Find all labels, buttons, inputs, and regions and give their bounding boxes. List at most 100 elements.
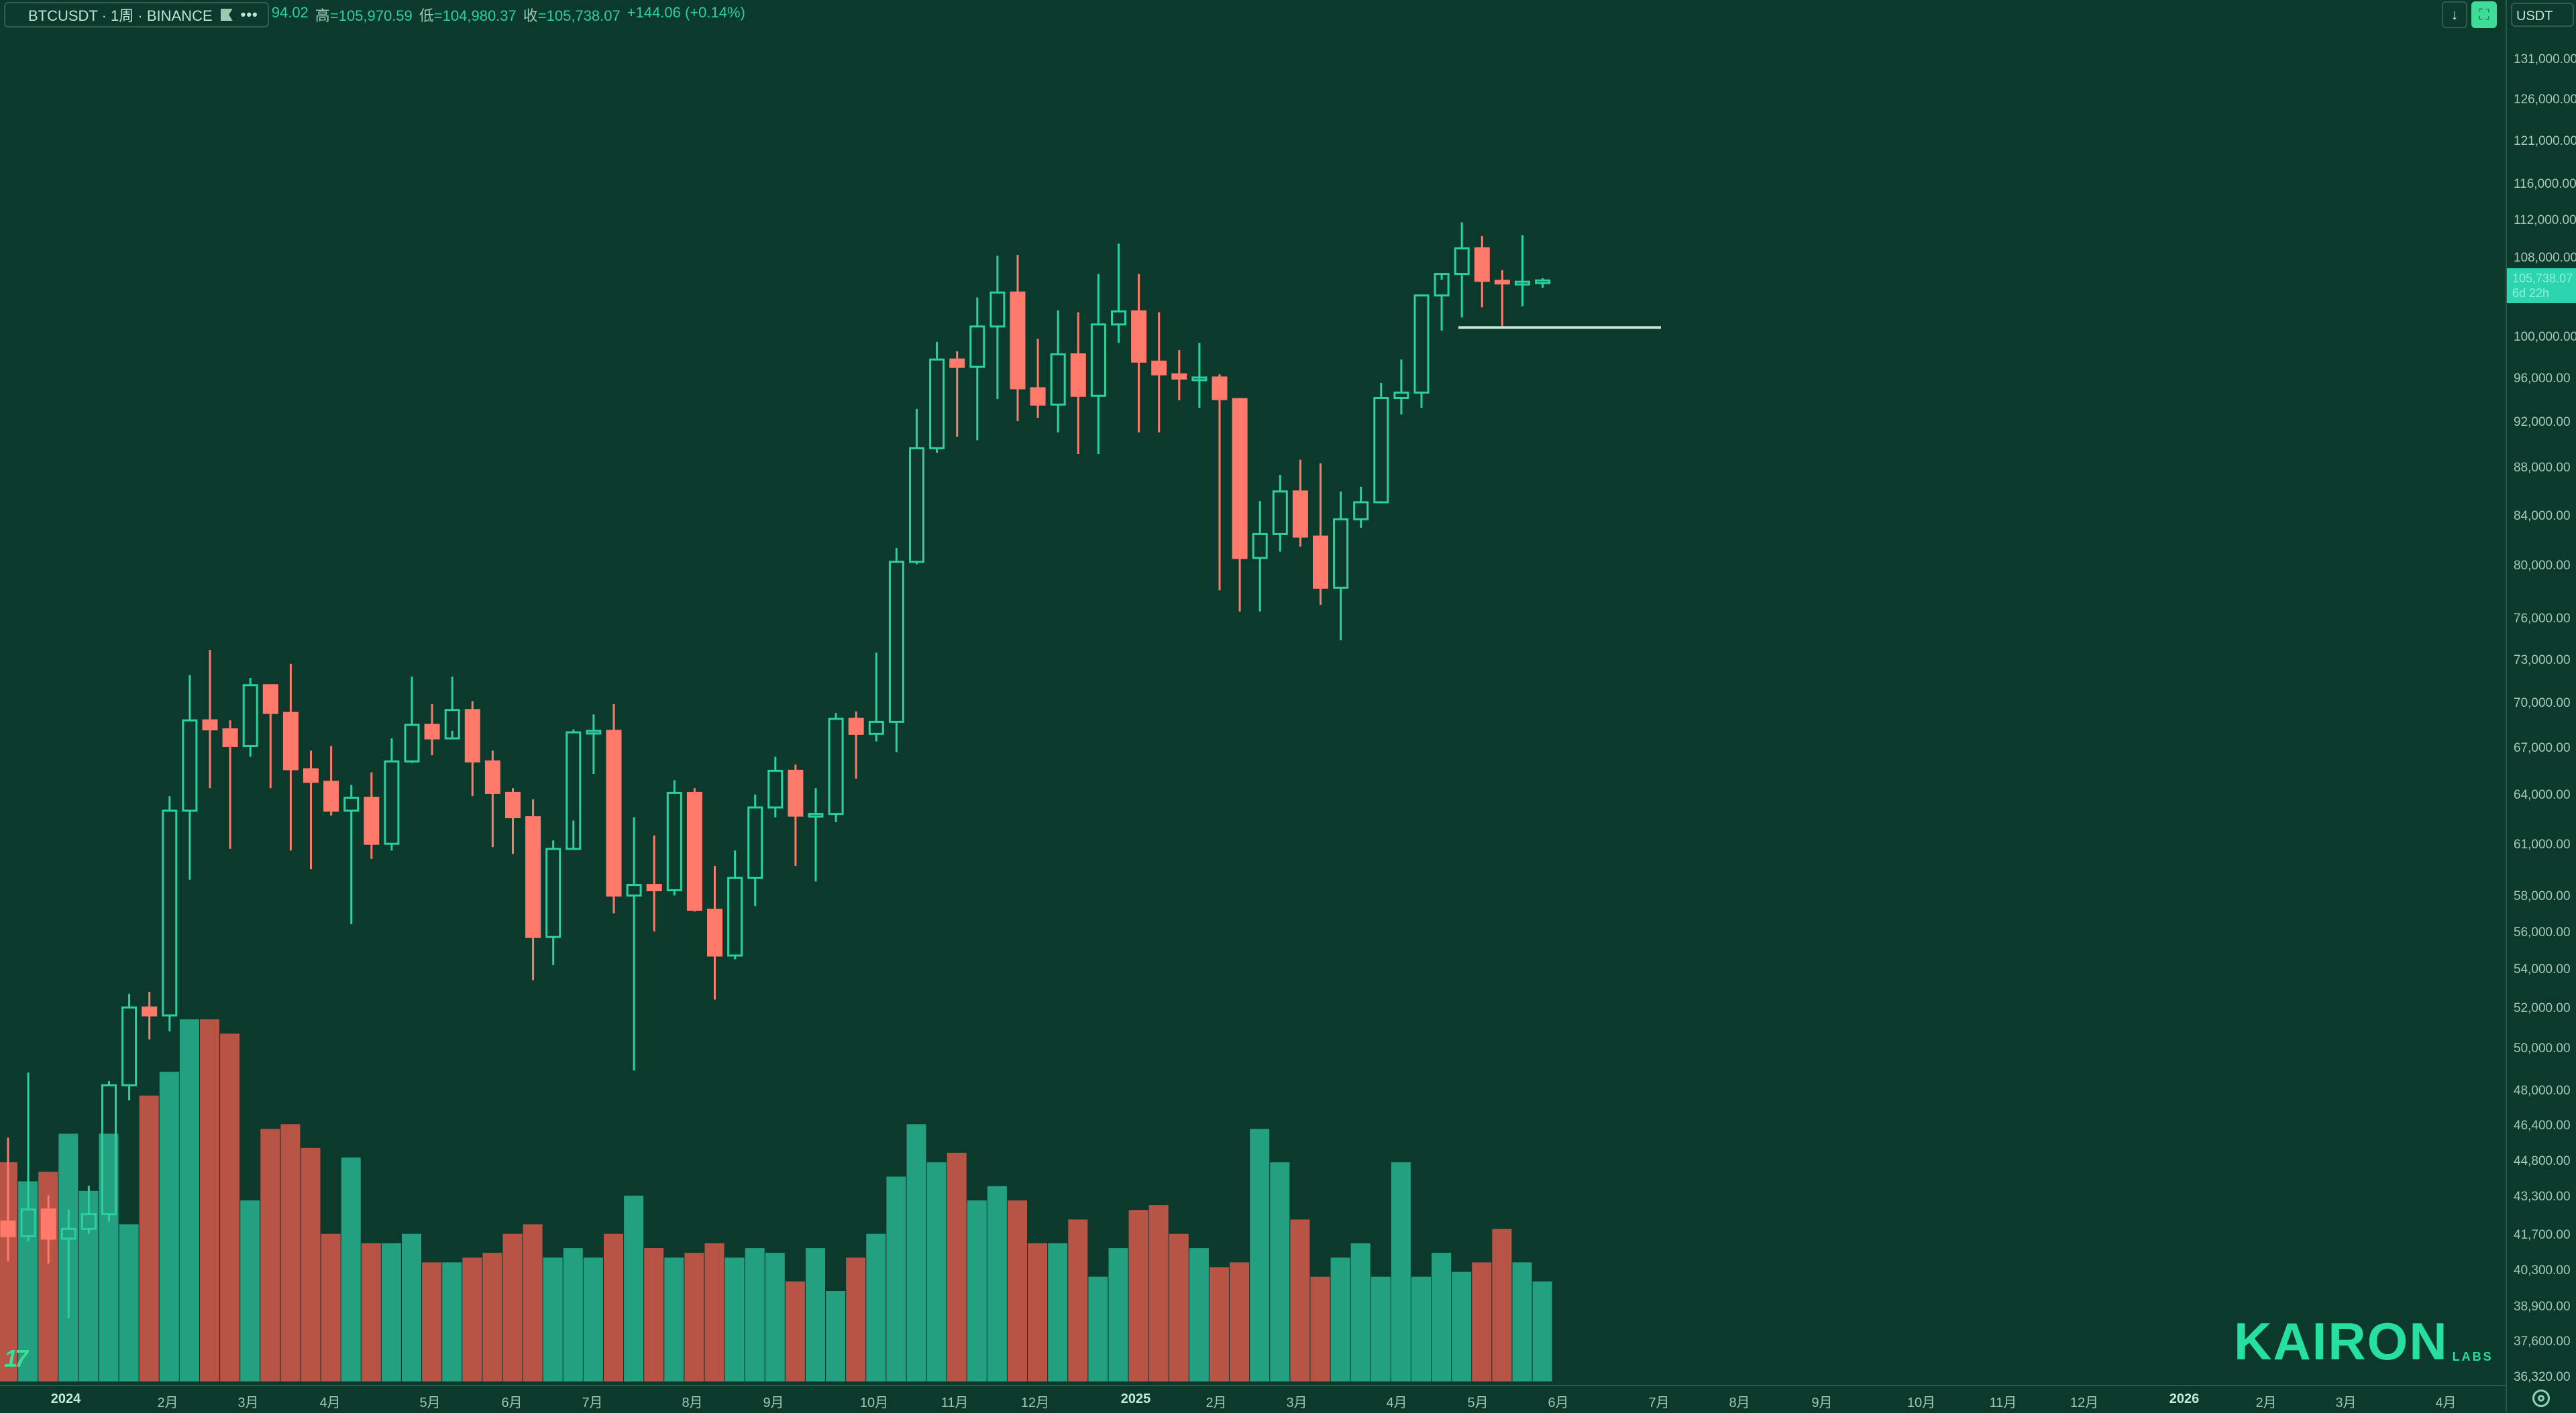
- candle: [1191, 343, 1208, 408]
- candle: [1292, 459, 1308, 547]
- candle: [566, 729, 582, 850]
- bar-countdown: 6d 22h: [2512, 286, 2550, 300]
- candle: [1494, 270, 1510, 328]
- volume-bar: [1532, 1281, 1552, 1381]
- price-tick: 67,000.00: [2514, 741, 2571, 755]
- candle: [586, 714, 602, 775]
- price-tick: 50,000.00: [2514, 1041, 2571, 1056]
- high-value: 105,970.59: [338, 7, 413, 24]
- candle: [364, 772, 380, 859]
- volume-bar: [1350, 1243, 1371, 1381]
- price-tick: 108,000.00: [2514, 250, 2576, 265]
- symbol-title: BTCUSDT · 1周 · BINANCE: [28, 7, 213, 24]
- price-tick: 84,000.00: [2514, 508, 2571, 523]
- candle: [808, 788, 824, 882]
- price-tick: 58,000.00: [2514, 889, 2571, 903]
- time-axis[interactable]: 2024 2月 3月 4月 5月 6月 7月 8月 9月 10月 11月 12月 2025 2月 3月 4月 5…: [0, 1385, 2506, 1413]
- kairon-labs-logo: KAIRON LABS: [2234, 1314, 2493, 1368]
- candle: [1333, 491, 1349, 640]
- volume-bar: [785, 1281, 805, 1381]
- symbol-selector[interactable]: BTCUSDT · 1周 · BINANCE •••: [4, 2, 269, 27]
- settings-icon[interactable]: [2532, 1390, 2550, 1407]
- currency-selector[interactable]: USDT: [2511, 3, 2574, 27]
- volume-bar: [926, 1162, 947, 1381]
- volume-bar: [1148, 1205, 1169, 1381]
- time-label: 8月: [1729, 1396, 1750, 1410]
- volume-bar: [200, 1019, 219, 1381]
- more-options-icon[interactable]: •••: [240, 6, 258, 23]
- time-label: 4月: [1386, 1396, 1407, 1410]
- candle: [1353, 486, 1369, 528]
- candle: [484, 750, 500, 848]
- fullscreen-button[interactable]: ⛶: [2471, 1, 2497, 28]
- price-tick: 92,000.00: [2514, 415, 2571, 430]
- tradingview-logo[interactable]: 17: [4, 1345, 28, 1372]
- price-tick: 131,000.00: [2514, 52, 2576, 66]
- candle: [1131, 274, 1147, 433]
- volume-bar: [361, 1243, 381, 1381]
- candle: [969, 297, 985, 441]
- time-label: 10月: [1907, 1396, 1936, 1410]
- volume-bar: [543, 1257, 563, 1381]
- time-label: 11月: [1989, 1396, 2017, 1410]
- candle: [1393, 359, 1409, 415]
- kairon-wordmark: KAIRON: [2234, 1312, 2449, 1371]
- candle: [20, 1072, 36, 1241]
- volume-bar: [220, 1033, 240, 1381]
- price-tick: 64,000.00: [2514, 788, 2571, 803]
- candle: [666, 780, 682, 896]
- volume-bar: [745, 1248, 765, 1381]
- candle: [788, 765, 804, 866]
- price-tick: 36,320.00: [2514, 1369, 2571, 1384]
- candle: [949, 351, 965, 437]
- candle: [606, 703, 622, 913]
- candle: [545, 840, 561, 965]
- price-tick: 48,000.00: [2514, 1083, 2571, 1098]
- candlestick-chart[interactable]: [0, 0, 2506, 1385]
- price-tick: 40,300.00: [2514, 1263, 2571, 1278]
- candle: [1252, 501, 1268, 612]
- volume-bar: [664, 1257, 684, 1381]
- volume-bar: [583, 1257, 603, 1381]
- price-tick: 38,900.00: [2514, 1299, 2571, 1314]
- price-tick: 61,000.00: [2514, 837, 2571, 852]
- open-value: 94.02: [271, 4, 309, 21]
- price-tick: 76,000.00: [2514, 611, 2571, 626]
- candle: [222, 720, 238, 849]
- candle: [384, 738, 400, 851]
- last-price-value: 105,738.07: [2512, 272, 2573, 286]
- candle: [242, 678, 258, 757]
- volume-bar: [402, 1233, 421, 1381]
- candle: [303, 750, 319, 870]
- time-label: 2月: [2255, 1396, 2277, 1410]
- candle: [505, 788, 521, 854]
- candle: [1454, 222, 1470, 318]
- volume-bar: [1330, 1257, 1350, 1381]
- candle: [1212, 374, 1228, 591]
- chart-pane[interactable]: [0, 0, 2506, 1385]
- time-label: 12月: [1020, 1396, 1050, 1410]
- price-axis[interactable]: USDT 131,000.00 126,000.00 121,000.00 116,0…: [2506, 0, 2576, 1412]
- candle: [1111, 243, 1126, 343]
- price-tick: 88,000.00: [2514, 461, 2571, 475]
- volume-bar: [1512, 1262, 1532, 1381]
- price-tick: 52,000.00: [2514, 1001, 2571, 1016]
- volume-bar: [1230, 1262, 1250, 1381]
- candle: [262, 684, 278, 789]
- volume-bar: [422, 1262, 442, 1381]
- time-label: 2024: [50, 1392, 81, 1406]
- volume-bar: [482, 1253, 502, 1381]
- price-tick: 46,400.00: [2514, 1118, 2571, 1133]
- volume-bar: [1108, 1248, 1128, 1381]
- time-label: 2月: [1205, 1396, 1227, 1410]
- flag-icon[interactable]: [220, 9, 233, 21]
- volume-bar: [1492, 1229, 1512, 1381]
- candle: [1050, 310, 1066, 433]
- time-label: 9月: [763, 1396, 784, 1410]
- download-button[interactable]: ↓: [2442, 1, 2467, 28]
- time-label: 3月: [2335, 1396, 2357, 1410]
- candle: [424, 703, 440, 756]
- volume-bar: [704, 1243, 724, 1381]
- candle: [1090, 274, 1106, 454]
- candle: [343, 785, 360, 925]
